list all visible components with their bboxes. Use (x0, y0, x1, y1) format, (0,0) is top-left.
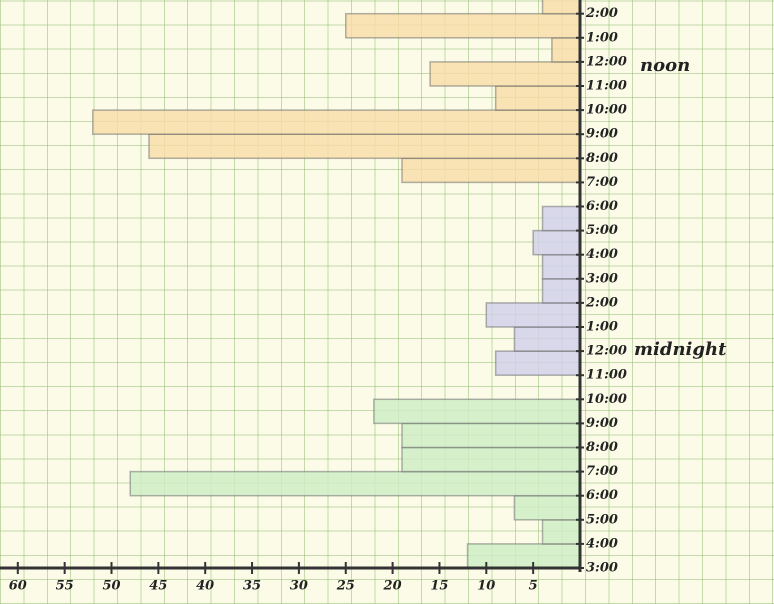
bar (496, 86, 580, 110)
x-tick-label: 10 (477, 579, 495, 594)
annotation: midnight (634, 339, 727, 360)
y-tick-label: 11:00 (586, 79, 627, 94)
bar (496, 351, 580, 375)
bar (543, 520, 580, 544)
page: {"chart_data": {"type": "bar", "categori… (0, 0, 774, 604)
bar (486, 303, 580, 327)
bar (543, 279, 580, 303)
y-tick-label: 1:00 (586, 30, 618, 45)
x-tick-label: 55 (56, 579, 74, 594)
x-tick-label: 40 (196, 579, 214, 594)
y-tick-label: 3:00 (586, 561, 618, 576)
bar (346, 14, 580, 38)
bar (402, 448, 580, 472)
bar (533, 231, 580, 255)
x-tick-label: 15 (430, 579, 448, 594)
annotation: noon (640, 55, 690, 76)
x-tick-label: 5 (529, 579, 538, 594)
x-tick-label: 25 (336, 579, 355, 594)
bar (93, 110, 580, 134)
bar (430, 62, 580, 86)
bar (543, 207, 580, 231)
y-tick-label: 10:00 (586, 392, 627, 407)
bar (402, 423, 580, 447)
x-tick-label: 20 (383, 579, 402, 594)
y-tick-label: 9:00 (586, 416, 618, 431)
bar (468, 544, 580, 568)
y-tick-label: 12:00 (586, 344, 627, 359)
y-tick-label: 6:00 (586, 199, 618, 214)
bar (552, 38, 580, 62)
y-tick-label: 12:00 (586, 54, 627, 69)
y-tick-label: 7:00 (586, 464, 618, 479)
y-tick-label: 8:00 (586, 151, 618, 166)
y-tick-label: 9:00 (586, 127, 618, 142)
y-tick-label: 10:00 (586, 103, 627, 118)
bar (514, 496, 580, 520)
bar (543, 255, 580, 279)
y-tick-label: 2:00 (585, 6, 618, 21)
y-tick-label: 5:00 (586, 223, 618, 238)
chart: noon midnight 3:00 4:00 5:00 6:00 7:00 8:00 9:… (0, 0, 774, 604)
bar (149, 134, 580, 158)
x-tick-label: 30 (290, 579, 308, 594)
y-tick-label: 2:00 (585, 295, 618, 310)
x-tick-label: 50 (102, 579, 120, 594)
y-tick-label: 4:00 (586, 536, 618, 551)
bar (543, 0, 580, 14)
y-tick-label: 6:00 (586, 488, 618, 503)
bar (374, 399, 580, 423)
y-tick-label: 8:00 (586, 440, 618, 455)
y-tick-label: 3:00 (586, 271, 618, 286)
y-tick-label: 1:00 (586, 320, 618, 335)
bar (130, 472, 580, 496)
y-tick-label: 11:00 (586, 368, 627, 383)
bar (514, 327, 580, 351)
x-tick-label: 45 (149, 579, 167, 594)
y-tick-label: 5:00 (586, 512, 618, 527)
bar (402, 158, 580, 182)
y-tick-label: 7:00 (586, 175, 618, 190)
x-tick-label: 35 (243, 579, 261, 594)
y-tick-label: 4:00 (586, 247, 618, 262)
x-tick-label: 60 (9, 579, 27, 594)
